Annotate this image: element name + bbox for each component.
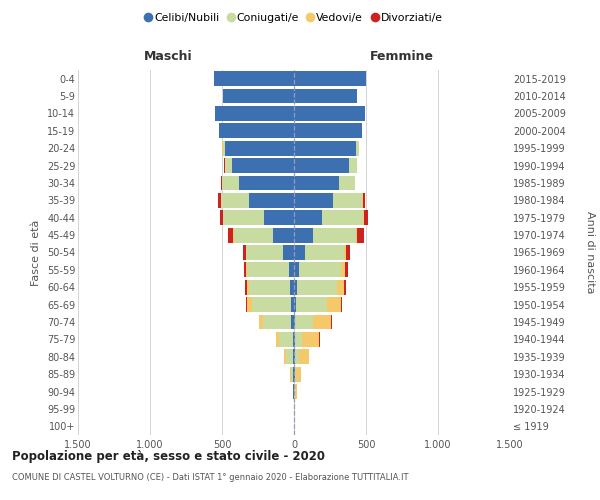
Text: COMUNE DI CASTEL VOLTURNO (CE) - Dati ISTAT 1° gennaio 2020 - Elaborazione TUTTI: COMUNE DI CASTEL VOLTURNO (CE) - Dati IS… <box>12 472 409 482</box>
Bar <box>250 193 294 208</box>
Bar <box>344 245 346 260</box>
Bar <box>294 228 313 242</box>
Bar <box>233 228 273 242</box>
Bar <box>251 298 291 312</box>
Bar <box>229 228 233 242</box>
Bar <box>294 176 340 190</box>
Bar <box>344 262 348 278</box>
Bar <box>322 210 363 225</box>
Bar <box>279 332 293 347</box>
Bar <box>247 262 289 278</box>
Bar <box>284 350 286 364</box>
Bar <box>327 298 341 312</box>
Bar <box>265 210 294 225</box>
Bar <box>225 141 294 156</box>
Bar <box>349 158 356 173</box>
Bar <box>290 280 294 294</box>
Bar <box>297 280 337 294</box>
Bar <box>294 262 299 278</box>
Bar <box>292 314 294 330</box>
Bar <box>296 367 301 382</box>
Text: Maschi: Maschi <box>143 50 193 62</box>
Bar <box>356 228 357 242</box>
Bar <box>243 245 246 260</box>
Legend: Celibi/Nubili, Coniugati/e, Vedovi/e, Divorziati/e: Celibi/Nubili, Coniugati/e, Vedovi/e, Di… <box>141 8 447 27</box>
Bar <box>219 124 294 138</box>
Bar <box>286 350 293 364</box>
Bar <box>364 210 368 225</box>
Bar <box>225 158 232 173</box>
Bar <box>346 245 350 260</box>
Bar <box>295 314 313 330</box>
Bar <box>299 350 310 364</box>
Bar <box>232 158 294 173</box>
Y-axis label: Fasce di età: Fasce di età <box>31 220 41 286</box>
Bar <box>295 350 299 364</box>
Bar <box>313 228 356 242</box>
Bar <box>247 298 251 312</box>
Bar <box>245 280 247 294</box>
Bar <box>294 141 356 156</box>
Bar <box>291 298 294 312</box>
Bar <box>357 228 364 242</box>
Bar <box>293 367 294 382</box>
Bar <box>222 176 239 190</box>
Bar <box>294 245 305 260</box>
Bar <box>313 314 331 330</box>
Bar <box>239 176 294 190</box>
Bar <box>249 280 290 294</box>
Bar <box>218 193 221 208</box>
Bar <box>223 141 225 156</box>
Bar <box>220 210 223 225</box>
Bar <box>276 332 279 347</box>
Bar <box>344 280 346 294</box>
Bar <box>289 262 294 278</box>
Bar <box>283 245 294 260</box>
Bar <box>259 314 263 330</box>
Bar <box>223 88 294 104</box>
Bar <box>273 228 294 242</box>
Bar <box>221 193 250 208</box>
Bar <box>294 210 322 225</box>
Text: Popolazione per età, sesso e stato civile - 2020: Popolazione per età, sesso e stato civil… <box>12 450 325 463</box>
Bar <box>337 280 344 294</box>
Bar <box>305 245 344 260</box>
Y-axis label: Anni di nascita: Anni di nascita <box>585 211 595 294</box>
Bar <box>294 106 365 121</box>
Bar <box>302 332 319 347</box>
Bar <box>294 72 366 86</box>
Bar <box>295 332 302 347</box>
Bar <box>294 298 296 312</box>
Bar <box>296 298 327 312</box>
Bar <box>293 350 294 364</box>
Bar <box>247 280 249 294</box>
Bar <box>214 72 294 86</box>
Bar <box>295 367 296 382</box>
Bar <box>294 280 297 294</box>
Bar <box>356 141 359 156</box>
Bar <box>221 176 222 190</box>
Bar <box>294 193 333 208</box>
Bar <box>341 262 344 278</box>
Bar <box>215 106 294 121</box>
Bar <box>294 88 358 104</box>
Bar <box>263 314 292 330</box>
Bar <box>295 384 297 399</box>
Text: Femmine: Femmine <box>370 50 434 62</box>
Bar <box>223 210 265 225</box>
Bar <box>294 158 349 173</box>
Bar <box>293 332 294 347</box>
Bar <box>294 124 362 138</box>
Bar <box>244 262 247 278</box>
Bar <box>340 176 355 190</box>
Bar <box>247 245 283 260</box>
Bar <box>299 262 341 278</box>
Bar <box>333 193 362 208</box>
Bar <box>294 314 295 330</box>
Bar <box>290 367 293 382</box>
Bar <box>363 193 365 208</box>
